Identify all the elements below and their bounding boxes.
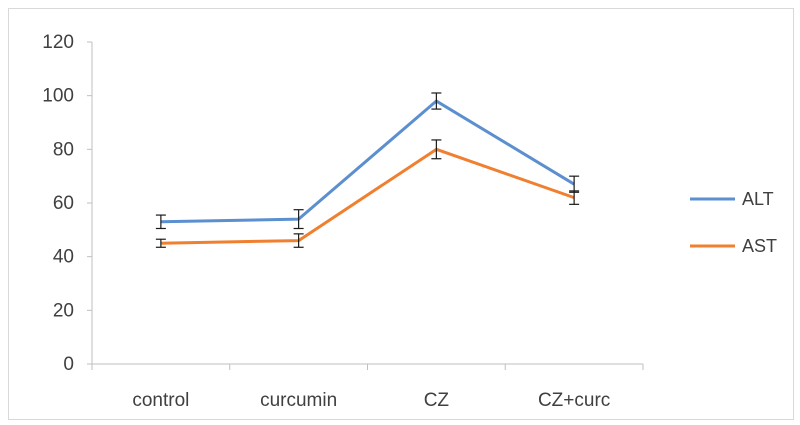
y-tick-label: 80 [53, 139, 74, 160]
chart-frame [8, 8, 794, 420]
y-tick-label: 20 [53, 300, 74, 321]
y-tick-labels: 0 20 40 60 80 100 120 [42, 32, 92, 375]
x-tick-labels: control curcumin CZ CZ+curc [91, 364, 644, 411]
legend: ALT AST [690, 189, 777, 256]
legend-label: ALT [742, 189, 774, 209]
y-tick-label: 120 [42, 32, 74, 53]
y-tick-label: 40 [53, 247, 74, 268]
series-ast [155, 139, 580, 248]
series-line-alt [160, 99, 575, 224]
legend-label: AST [742, 236, 777, 256]
x-tick-label: CZ [424, 390, 450, 411]
series-layer [155, 92, 580, 248]
x-tick-label: control [132, 390, 189, 411]
x-tick-label: CZ+curc [538, 390, 610, 411]
y-tick-label: 100 [42, 86, 74, 107]
y-tick-label: 60 [53, 193, 74, 214]
x-tick-label: curcumin [260, 390, 337, 411]
axes [91, 42, 643, 365]
legend-item-alt: ALT [690, 189, 774, 209]
series-alt [155, 92, 580, 230]
legend-item-ast: AST [690, 236, 777, 256]
series-line-ast [160, 147, 575, 245]
y-tick-label: 0 [63, 354, 74, 375]
